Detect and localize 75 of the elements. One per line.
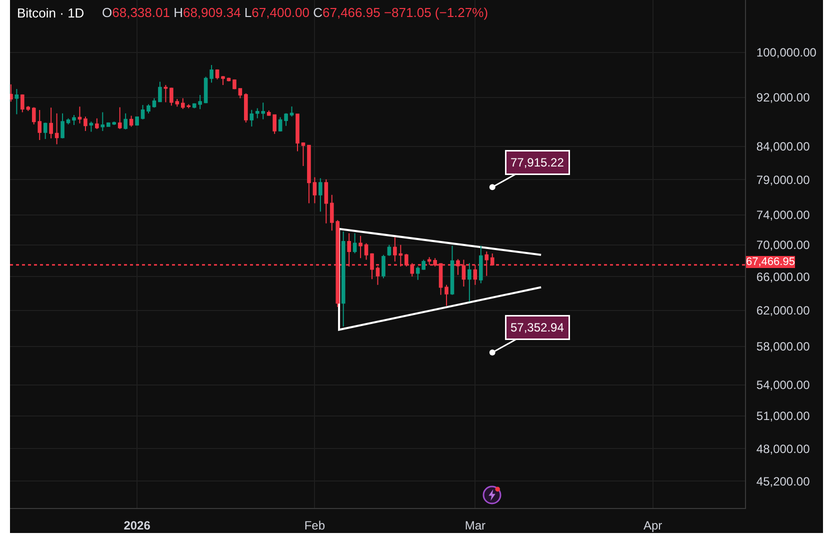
candlestick: [250, 109, 254, 128]
candlestick: [382, 254, 386, 279]
annotation: 57,352.94: [510, 320, 564, 334]
y-tick-label: 51,000.00: [756, 409, 810, 424]
candlestick: [278, 116, 282, 132]
candlestick: [210, 64, 214, 84]
candlestick: [158, 81, 162, 103]
candlestick: [215, 68, 220, 80]
candlestick: [296, 113, 300, 152]
candlestick: [72, 114, 76, 126]
candlestick: [221, 76, 225, 86]
candlestick: [152, 98, 156, 108]
candlestick: [232, 78, 236, 90]
candlestick: [307, 144, 311, 204]
candlestick: [478, 245, 483, 284]
candlestick: [66, 118, 70, 125]
y-tick-label: 45,200.00: [756, 474, 810, 488]
text: Bitcoin · 1D: [17, 6, 84, 21]
candlestick: [244, 92, 248, 124]
candlestick: [49, 107, 53, 139]
annotation: 77,915.22: [510, 156, 564, 170]
candlestick: [364, 242, 368, 260]
y-tick-label: 48,000.00: [756, 442, 810, 456]
candlestick: [43, 122, 48, 140]
candlestick: [301, 142, 306, 167]
candlestick: [175, 98, 180, 108]
candlestick: [146, 104, 150, 114]
candlestick: [444, 284, 448, 306]
ref-line-label: 67,466.95: [746, 256, 795, 268]
candlestick: [358, 235, 362, 259]
candlestick: [370, 252, 374, 280]
y-tick-label: 62,000.00: [756, 304, 810, 318]
y-tick-label: 84,000.00: [756, 140, 810, 154]
candlestick: [84, 116, 88, 132]
candlestick: [450, 245, 454, 296]
candlestick: [164, 84, 168, 103]
candlestick: [78, 106, 82, 124]
candlestick: [170, 87, 174, 106]
candlestick: [393, 236, 397, 262]
candlestick: [54, 112, 59, 145]
candlestick: [60, 112, 64, 139]
candlestick: [238, 88, 242, 99]
candlestick: [341, 231, 346, 328]
candlestick: [352, 232, 357, 254]
candlestick: [14, 88, 19, 115]
candlestick: [468, 262, 472, 302]
candlestick: [124, 112, 128, 130]
y-tick-label: 92,000.00: [756, 90, 810, 105]
y-tick-label: 79,000.00: [756, 172, 810, 187]
candlestick: [95, 118, 99, 130]
candlestick: [129, 115, 134, 128]
candlestick: [387, 244, 392, 256]
candlestick: [318, 178, 322, 212]
candlestick: [284, 112, 288, 126]
candlestick: [100, 112, 105, 132]
candlestick: [204, 76, 208, 104]
x-tick-label: Mar: [464, 518, 486, 532]
candlestick: [10, 84, 13, 102]
y-tick-label: 100,000.00: [756, 46, 817, 60]
candlestick: [140, 104, 145, 120]
candlestick: [118, 106, 122, 130]
x-tick-label: Apr: [643, 518, 662, 532]
x-tick-label: Feb: [304, 518, 326, 532]
y-tick-label: 58,000.00: [756, 340, 810, 354]
chart-subtitle: O68,338.01 H68,909.34 L67,400.00 C67,466.95 −871.05 (−1.27%): [102, 5, 488, 20]
y-tick-label: 66,000.00: [756, 270, 810, 284]
y-tick-label: 74,000.00: [756, 208, 810, 222]
candlestick: [324, 178, 328, 224]
candlestick: [89, 121, 94, 132]
candlestick: [135, 116, 139, 126]
x-tick-label: 2026: [124, 518, 151, 532]
y-tick-label: 70,000.00: [756, 238, 810, 252]
candlestick: [290, 106, 294, 118]
y-tick-label: 54,000.00: [756, 378, 810, 392]
candlestick: [312, 176, 317, 204]
